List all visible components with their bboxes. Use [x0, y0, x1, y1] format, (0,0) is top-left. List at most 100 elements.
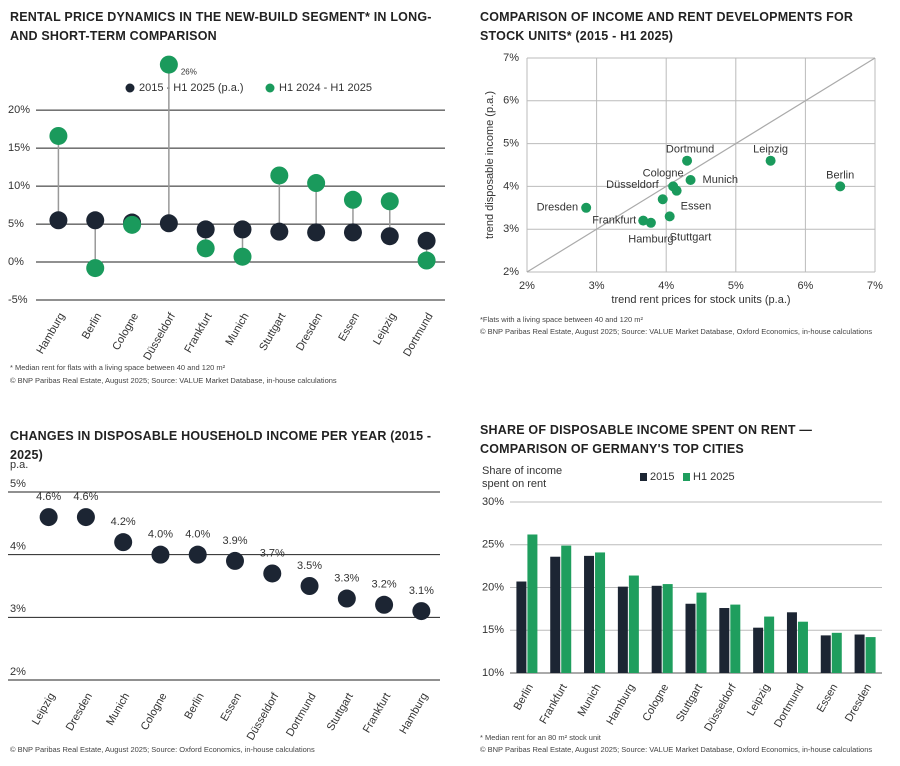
x-tick-label: Cologne [640, 682, 671, 723]
legend-label: H1 2024 - H1 2025 [279, 82, 372, 94]
y-axis-label: p.a. [10, 459, 29, 471]
x-tick-label: Düsseldorf [702, 681, 739, 733]
point [581, 202, 592, 213]
y-tick-label: 5% [8, 218, 24, 230]
bar [730, 604, 741, 673]
dot [270, 222, 289, 241]
dot [114, 533, 133, 552]
y-tick-label: 25% [482, 539, 504, 551]
y-tick-label: 10% [482, 667, 504, 679]
x-tick-label: Hamburg [604, 682, 637, 727]
x-tick-label: Stuttgart [257, 311, 288, 353]
y-tick-label: 5% [10, 478, 26, 490]
chart-title: RENTAL PRICE DYNAMICS IN THE NEW-BUILD S… [10, 10, 432, 43]
dot [49, 126, 68, 145]
value-label: 3.7% [260, 547, 285, 559]
x-tick-label: Leipzig [30, 691, 58, 727]
legend-label: H1 2025 [693, 471, 735, 483]
value-label: 26% [181, 68, 197, 77]
x-tick-label: Dresden [294, 311, 325, 353]
y-tick-label: 20% [8, 104, 30, 116]
y-axis-label: Share of income spent on rent [482, 465, 563, 490]
bar [696, 592, 707, 673]
dot [380, 227, 399, 246]
dot [233, 247, 252, 266]
bar [797, 621, 808, 673]
point [765, 155, 776, 166]
x-tick-label: Essen [218, 691, 244, 723]
diagonal [526, 57, 876, 273]
y-tick-label: 4% [503, 180, 519, 192]
x-tick-label: Frankfurt [182, 311, 214, 355]
x-tick-label: Munich [104, 691, 132, 728]
point-label: Dresden [537, 202, 579, 214]
value-label: 3.2% [372, 579, 397, 591]
bar [719, 608, 730, 673]
y-tick-label: 5% [503, 138, 519, 150]
point [682, 155, 693, 166]
point-label: Essen [681, 201, 712, 213]
footnote: © BNP Paribas Real Estate, August 2025; … [480, 327, 873, 336]
x-tick-label: Leipzig [745, 682, 773, 718]
dot [196, 220, 215, 239]
x-tick-label: 6% [797, 280, 813, 292]
bar [628, 575, 639, 673]
bar [662, 584, 673, 673]
x-tick-label: Berlin [80, 311, 104, 341]
footnote: * Median rent for flats with a living sp… [10, 363, 226, 372]
y-tick-label: 6% [503, 95, 519, 107]
y-tick-label: 15% [482, 624, 504, 636]
y-tick-label: -5% [8, 294, 28, 306]
x-tick-label: Munich [576, 682, 604, 719]
y-tick-label: 2% [10, 666, 26, 678]
x-tick-label: Frankfurt [361, 691, 393, 735]
dot [76, 508, 95, 527]
footnote: © BNP Paribas Real Estate, August 2025; … [10, 745, 315, 754]
chart-title: COMPARISON OF INCOME AND RENT DEVELOPMEN… [480, 10, 854, 43]
point [645, 217, 656, 228]
x-tick-label: Munich [223, 311, 251, 348]
value-label: 4.6% [73, 491, 98, 503]
chart-title: SHARE OF DISPOSABLE INCOME SPENT ON RENT… [480, 423, 813, 456]
dot [188, 545, 207, 564]
point [657, 194, 668, 205]
dot [307, 174, 326, 193]
value-label: 4.0% [185, 529, 210, 541]
y-tick-label: 30% [482, 496, 504, 508]
x-tick-label: Dresden [64, 691, 95, 733]
legend-marker [683, 473, 690, 481]
dot [159, 214, 178, 233]
dot [123, 215, 142, 234]
dot [343, 190, 362, 209]
x-tick-label: Berlin [182, 691, 206, 721]
dot [263, 564, 282, 583]
point-label: Berlin [826, 169, 854, 181]
x-tick-label: 4% [658, 280, 674, 292]
point-label: Munich [703, 174, 738, 186]
x-tick-label: 5% [728, 280, 744, 292]
value-label: 3.5% [297, 560, 322, 572]
dot [49, 211, 68, 230]
x-tick-label: 3% [589, 280, 605, 292]
bar [854, 634, 865, 673]
y-tick-label: 0% [8, 256, 24, 268]
bar [685, 603, 696, 673]
legend-marker [265, 83, 275, 93]
dot [343, 223, 362, 242]
x-tick-label: Frankfurt [537, 682, 569, 726]
x-tick-label: Düsseldorf [141, 310, 178, 362]
x-tick-label: Dresden [843, 682, 874, 724]
x-tick-label: Leipzig [371, 311, 399, 347]
bar [584, 555, 595, 673]
point [638, 215, 649, 226]
y-tick-label: 15% [8, 142, 30, 154]
value-label: 3.1% [409, 585, 434, 597]
dot [412, 602, 431, 621]
footnote: *Flats with a living space between 40 an… [480, 315, 644, 324]
bar [753, 627, 764, 673]
x-axis-label: trend rent prices for stock units (p.a.) [611, 294, 790, 306]
x-tick-label: Cologne [139, 691, 170, 732]
point-label: Stuttgart [670, 231, 712, 243]
